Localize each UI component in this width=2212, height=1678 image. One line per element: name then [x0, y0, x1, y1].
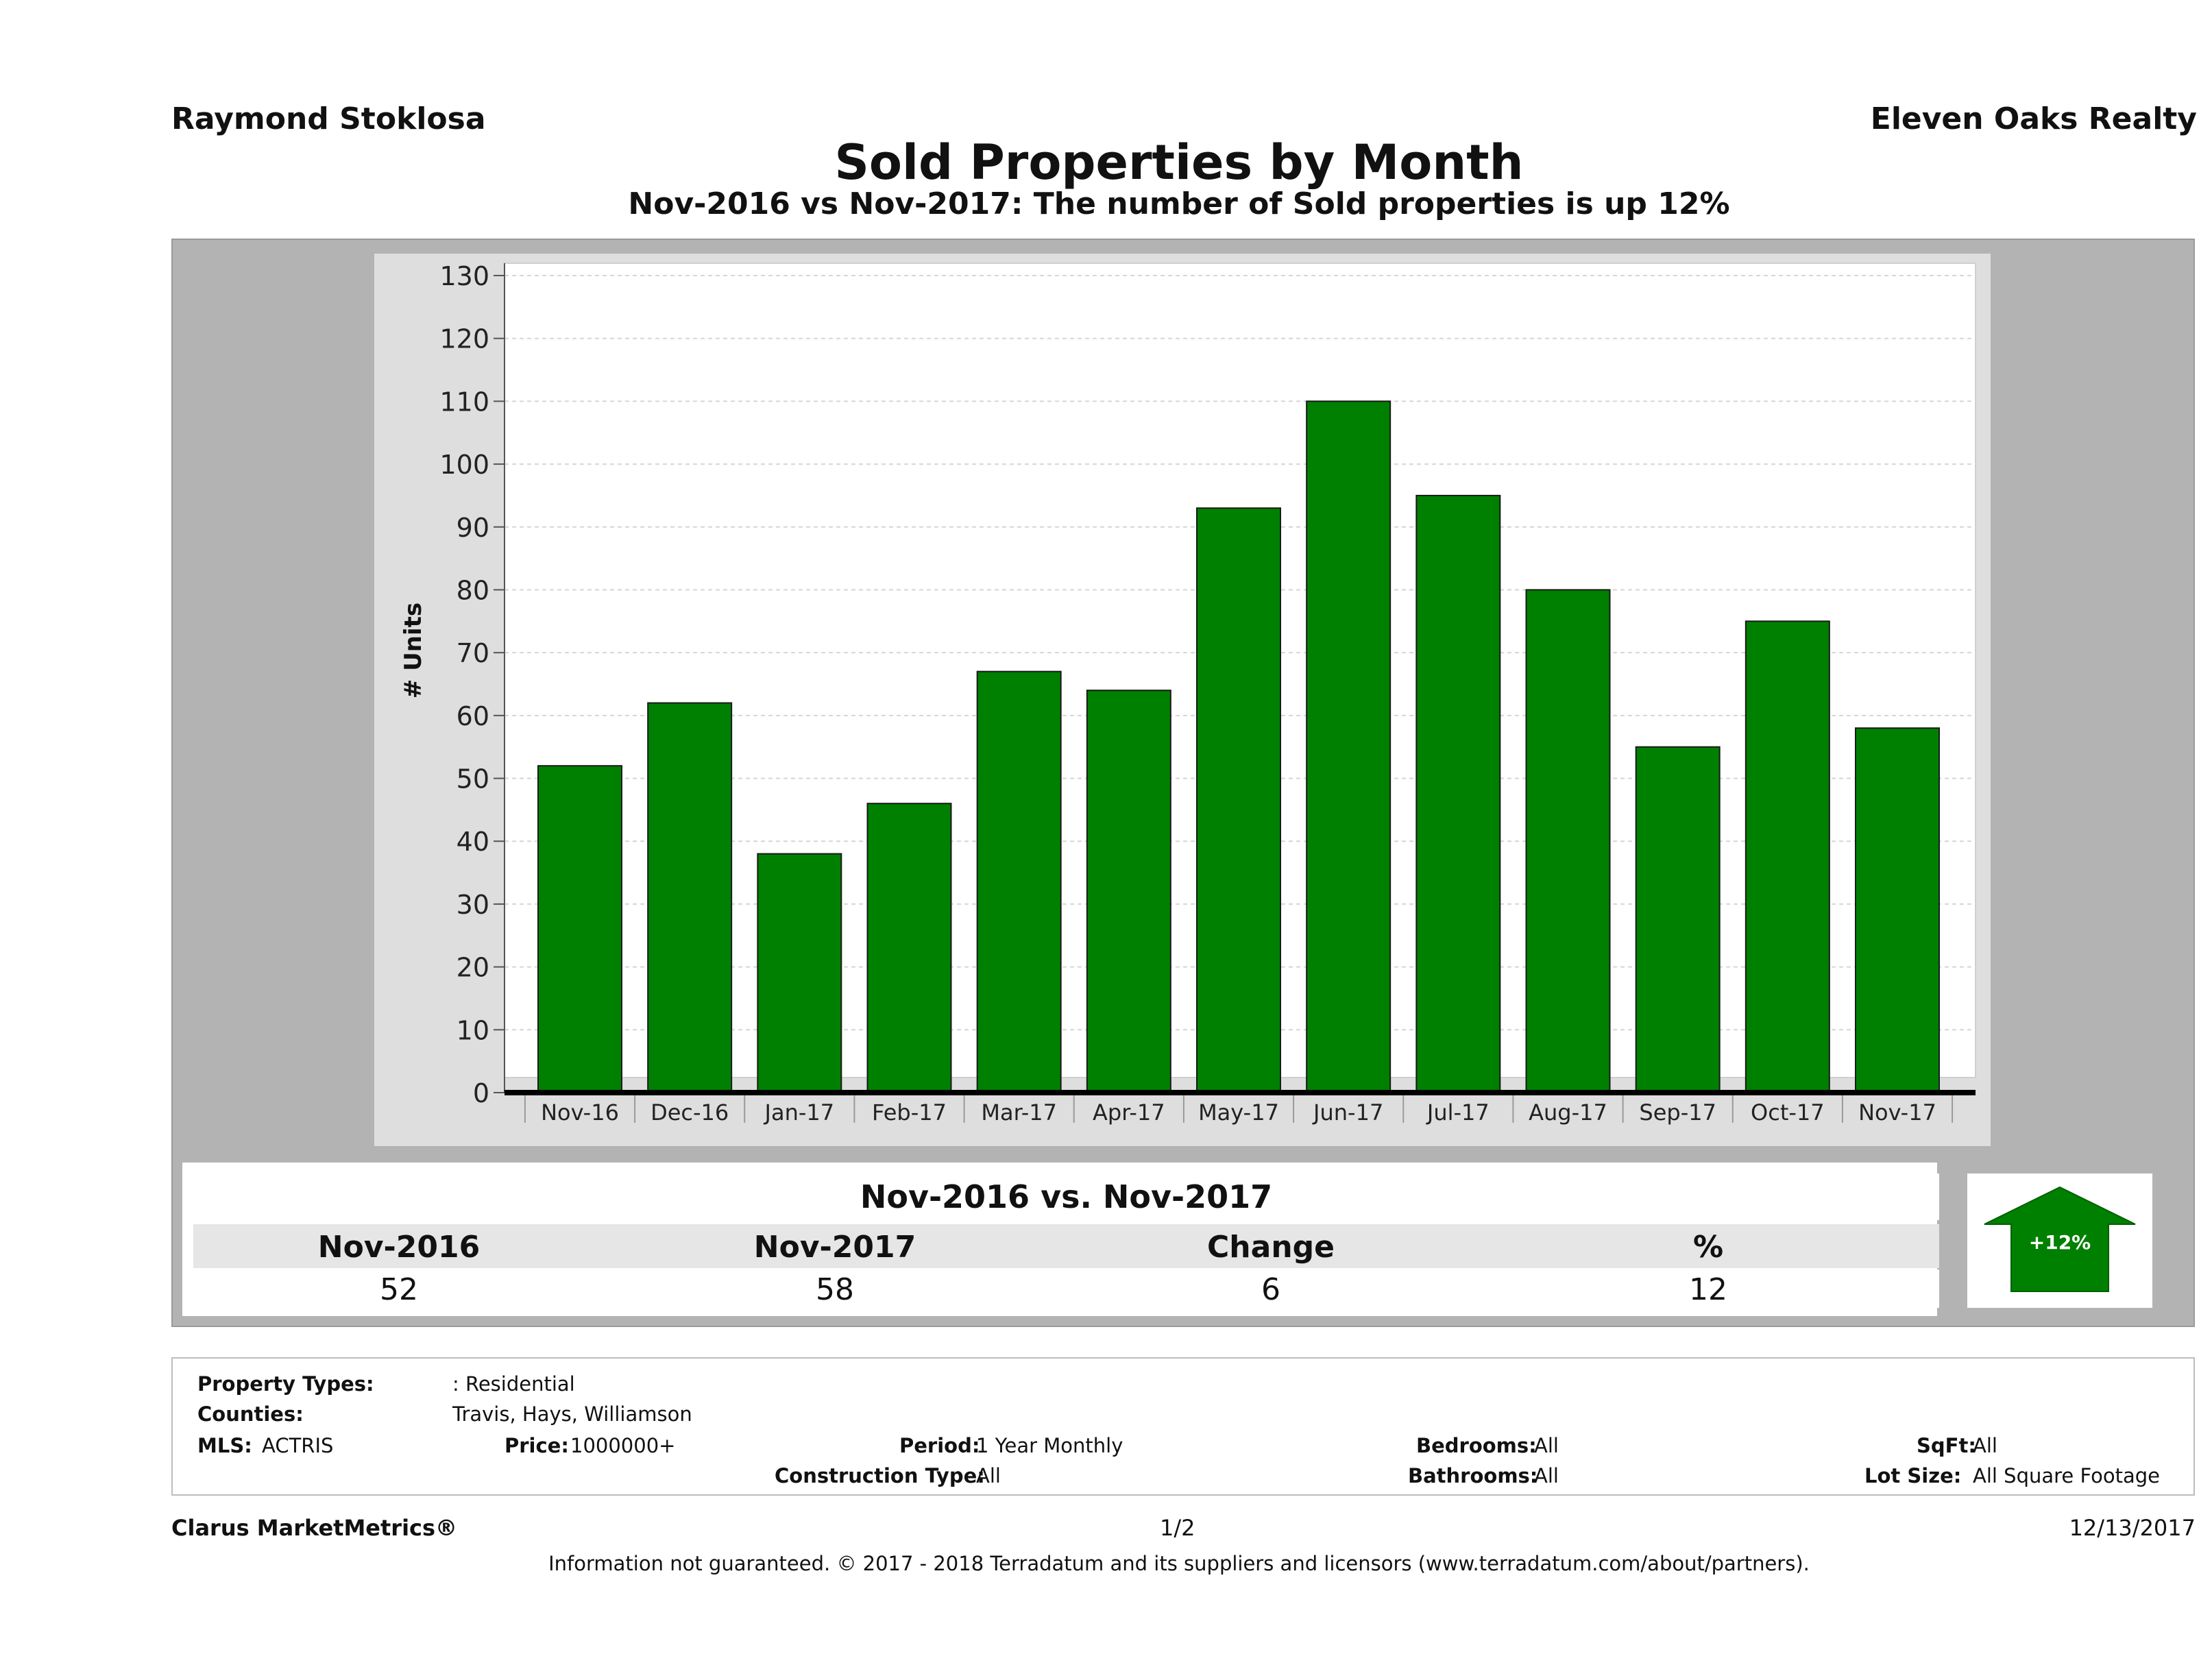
counties-value: Travis, Hays, Williamson [452, 1402, 692, 1426]
bedrooms-label: Bedrooms: [1416, 1434, 1537, 1457]
x-tick-label: Jun-17 [1312, 1099, 1383, 1126]
summary-header-change: Change [1207, 1230, 1335, 1265]
price-label: Price: [505, 1434, 569, 1457]
summary-header-row: Nov-2016 Nov-2017 Change % [193, 1224, 1939, 1268]
x-tick-label: Apr-17 [1093, 1099, 1165, 1126]
y-axis-label: # Units [400, 603, 427, 698]
disclaimer: Information not guaranteed. © 2017 - 201… [548, 1552, 1810, 1575]
bar-chart: 0 10 20 30 40 50 60 70 80 90 100 110 120 130 Nov-16 Dec… [400, 261, 1976, 1126]
mls-value: ACTRIS [262, 1434, 334, 1457]
bar-feb-17 [866, 803, 952, 1093]
summary-title: Nov-2016 vs. Nov-2017 [193, 1174, 1939, 1220]
agent-name: Raymond Stoklosa [171, 101, 486, 136]
bar-jan-17 [757, 853, 842, 1093]
brokerage-name: Eleven Oaks Realty [1870, 101, 2197, 136]
chart-title: Sold Properties by Month [834, 134, 1524, 191]
summary-value-row: 52 58 6 12 [193, 1269, 1939, 1308]
x-tick-label: Aug-17 [1529, 1099, 1607, 1126]
y-tick-label: 80 [457, 575, 489, 605]
y-tick-label: 110 [439, 387, 489, 417]
change-badge: +12% [1967, 1174, 2152, 1308]
bar-sep-17 [1635, 746, 1721, 1093]
bar-jul-17 [1415, 494, 1501, 1093]
mls-label: MLS: [197, 1434, 252, 1457]
bar-apr-17 [1086, 690, 1171, 1093]
x-tick-label: Sep-17 [1639, 1099, 1716, 1126]
price-value: 1000000+ [570, 1434, 676, 1457]
report-date: 12/13/2017 [2069, 1515, 2196, 1541]
construction-value: All [976, 1464, 1001, 1487]
y-tick-label: 90 [457, 513, 489, 543]
bar-nov-17 [1855, 727, 1940, 1093]
x-tick-label: Feb-17 [872, 1099, 947, 1126]
y-tick-label: 0 [473, 1078, 489, 1108]
sqft-value: All [1973, 1434, 1997, 1457]
x-tick-label: Jan-17 [764, 1099, 835, 1126]
chart-subtitle: Nov-2016 vs Nov-2017: The number of Sold… [628, 186, 1730, 221]
counties-label: Counties: [197, 1402, 304, 1426]
y-tick-label: 120 [439, 324, 489, 354]
bar-may-17 [1196, 507, 1281, 1093]
y-tick-label: 20 [457, 953, 489, 983]
bar-oct-17 [1745, 620, 1830, 1093]
summary-value-percent: 12 [1689, 1272, 1727, 1307]
x-tick-label: Dec-16 [651, 1099, 729, 1126]
bar-mar-17 [976, 670, 1062, 1093]
filter-panel: Property Types: : Residential Counties: … [171, 1357, 2195, 1496]
y-tick-label: 70 [457, 638, 489, 668]
construction-label: Construction Type: [775, 1464, 985, 1487]
bathrooms-value: All [1534, 1464, 1559, 1487]
product-name: Clarus MarketMetrics® [171, 1515, 458, 1541]
y-tick-label: 10 [457, 1015, 489, 1045]
summary-header-nov-2017: Nov-2017 [753, 1230, 916, 1265]
page-number: 1/2 [1160, 1515, 1195, 1541]
bar-dec-16 [647, 702, 733, 1093]
x-tick-label: Oct-17 [1751, 1099, 1825, 1126]
x-tick-label: May-17 [1198, 1099, 1279, 1126]
lot-size-value: All Square Footage [1973, 1464, 2161, 1487]
bar-jun-17 [1306, 400, 1391, 1093]
y-tick-label: 30 [457, 890, 489, 920]
property-types-value: : Residential [452, 1372, 575, 1396]
change-badge-label: +12% [2029, 1231, 2091, 1254]
y-tick-label: 130 [439, 261, 489, 291]
chart-area: 0 10 20 30 40 50 60 70 80 90 100 110 120 130 Nov-16 Dec… [374, 254, 1991, 1146]
bar-nov-16 [537, 765, 622, 1093]
y-tick-label: 100 [439, 450, 489, 480]
lot-size-label: Lot Size: [1864, 1464, 1962, 1487]
x-tick-label: Nov-16 [541, 1099, 619, 1126]
y-tick-label: 40 [457, 827, 489, 857]
x-tick-label: Jul-17 [1426, 1099, 1490, 1126]
sqft-label: SqFt: [1917, 1434, 1976, 1457]
summary-header-nov-2016: Nov-2016 [317, 1230, 481, 1265]
bedrooms-value: All [1534, 1434, 1559, 1457]
summary-value-nov-2016: 52 [380, 1272, 418, 1307]
up-arrow-icon: +12% [1984, 1186, 2136, 1292]
summary-value-change: 6 [1261, 1272, 1280, 1307]
bar-aug-17 [1525, 589, 1611, 1093]
y-tick-label: 60 [457, 701, 489, 731]
property-types-label: Property Types: [197, 1372, 374, 1396]
period-label: Period: [899, 1434, 980, 1457]
bathrooms-label: Bathrooms: [1408, 1464, 1538, 1487]
x-tick-label: Mar-17 [981, 1099, 1057, 1126]
x-tick-label: Nov-17 [1858, 1099, 1936, 1126]
period-value: 1 Year Monthly [976, 1434, 1123, 1457]
y-tick-label: 50 [457, 764, 489, 794]
summary-value-nov-2017: 58 [816, 1272, 854, 1307]
summary-header-percent: % [1692, 1230, 1724, 1265]
